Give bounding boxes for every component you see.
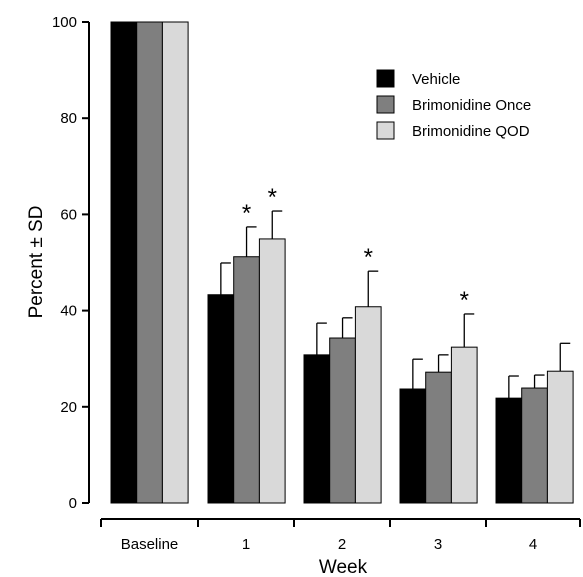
significance-marker: * — [242, 200, 251, 227]
bar — [495, 397, 523, 504]
x-tick-label: Baseline — [121, 536, 179, 553]
legend-label: Brimonidine Once — [412, 97, 531, 114]
x-tick-label: 1 — [242, 536, 250, 553]
bar — [207, 294, 235, 504]
legend-label: Vehicle — [412, 71, 460, 88]
bar — [329, 337, 356, 504]
y-tick-label: 100 — [52, 14, 77, 31]
bar — [303, 354, 331, 504]
bar — [354, 306, 382, 504]
bar — [110, 21, 138, 504]
bar — [546, 370, 574, 504]
bar — [136, 21, 163, 504]
legend-swatch — [376, 69, 395, 88]
x-axis-title: Week — [319, 557, 368, 577]
x-tick-label: 4 — [529, 536, 537, 553]
significance-marker: * — [268, 184, 277, 211]
legend-label: Brimonidine QOD — [412, 123, 530, 140]
bar — [233, 256, 260, 504]
legend: Vehicle Brimonidine Once Brimonidine QOD — [376, 69, 531, 140]
legend-swatch — [376, 121, 395, 140]
bar — [450, 346, 478, 504]
y-tick-label: 80 — [60, 110, 77, 127]
bar — [258, 238, 286, 504]
y-tick-label: 40 — [60, 303, 77, 320]
x-tick-label: 3 — [434, 536, 442, 553]
y-tick-label: 60 — [60, 206, 77, 223]
bar — [161, 21, 189, 504]
significance-marker: * — [364, 244, 373, 271]
y-tick-label: 20 — [60, 399, 77, 416]
legend-swatch — [376, 95, 395, 114]
x-tick-label: 2 — [338, 536, 346, 553]
y-tick-label: 0 — [69, 495, 77, 512]
bar — [425, 371, 452, 504]
plot-area: 0 20 40 60 80 100 Baseline 1 2 3 4 * * * * — [52, 14, 581, 553]
y-axis-title: Percent ± SD — [26, 206, 47, 319]
bar — [399, 388, 427, 504]
significance-marker: * — [460, 287, 469, 314]
bar — [521, 387, 548, 504]
